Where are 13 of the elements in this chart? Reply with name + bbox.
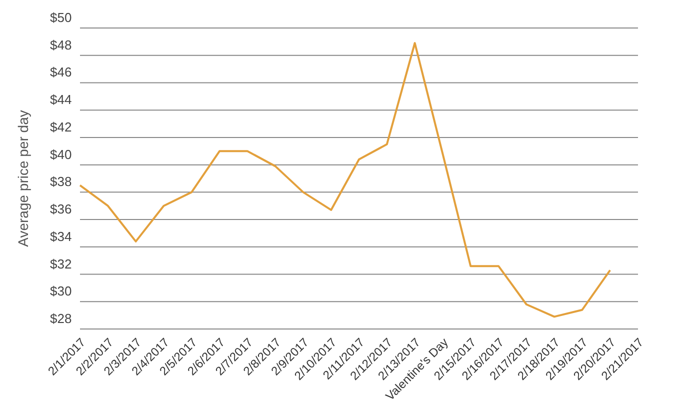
y-tick-label: $32 xyxy=(50,256,72,272)
y-axis-title: Average price per day xyxy=(14,110,31,247)
y-tick-label: $50 xyxy=(50,10,72,25)
y-tick-label: $28 xyxy=(50,311,72,326)
y-tick-label: $46 xyxy=(50,64,72,80)
y-tick-label: $44 xyxy=(50,92,72,108)
y-tick-label: $36 xyxy=(50,202,72,217)
y-tick-label: $40 xyxy=(50,146,72,162)
y-tick-label: $38 xyxy=(50,174,72,190)
y-tick-label: $42 xyxy=(50,119,72,134)
y-tick-label: $30 xyxy=(50,284,72,299)
y-tick-label: $48 xyxy=(50,37,72,52)
y-tick-label: $34 xyxy=(50,228,72,244)
